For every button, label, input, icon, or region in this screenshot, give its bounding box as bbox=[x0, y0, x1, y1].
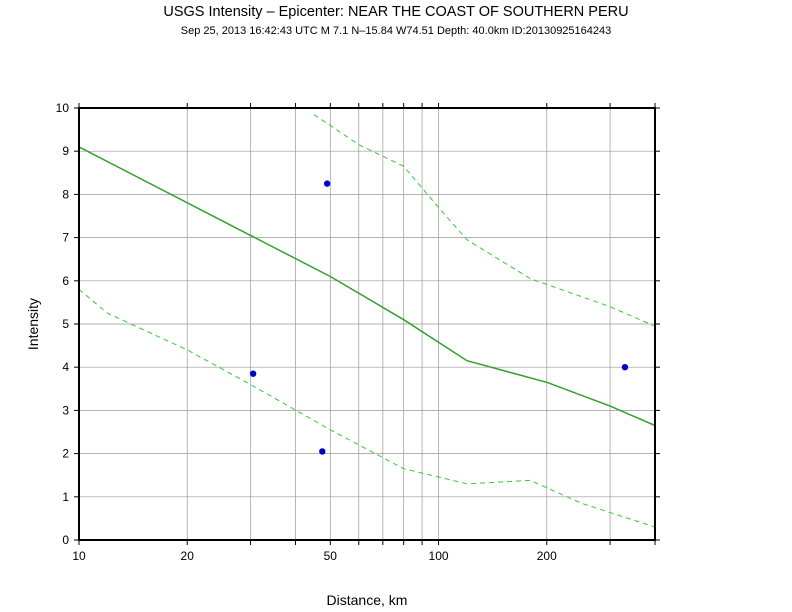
tick-label-x: 10 bbox=[72, 549, 86, 563]
bound-line bbox=[78, 289, 656, 528]
data-point bbox=[323, 180, 331, 187]
tick-label-x: 100 bbox=[429, 549, 449, 563]
data-point bbox=[319, 448, 326, 455]
x-axis-label: Distance, km bbox=[327, 592, 408, 608]
tick-label-y: 8 bbox=[62, 187, 69, 201]
series-lines bbox=[78, 114, 656, 528]
data-point bbox=[249, 370, 257, 377]
axis-ticks: 0 1 2 3 4 5 6 7 8 9 10 10 20 50 100 200 bbox=[56, 101, 660, 563]
tick-label-y: 10 bbox=[56, 101, 70, 115]
median-line bbox=[78, 146, 656, 427]
tick-label-x: 50 bbox=[324, 549, 338, 563]
chart-title: USGS Intensity – Epicenter: NEAR THE COA… bbox=[163, 4, 629, 20]
data-points bbox=[249, 180, 629, 455]
tick-label-y: 1 bbox=[62, 490, 69, 504]
grid-lines bbox=[78, 107, 656, 541]
chart-subtitle: Sep 25, 2013 16:42:43 UTC M 7.1 N–15.84 … bbox=[180, 25, 612, 37]
y-axis-label: Intensity bbox=[25, 298, 41, 350]
tick-label-y: 6 bbox=[62, 274, 69, 288]
tick-label-y: 2 bbox=[62, 447, 69, 461]
tick-label-y: 3 bbox=[62, 403, 69, 417]
tick-label-y: 7 bbox=[62, 231, 69, 245]
tick-label-y: 0 bbox=[62, 533, 69, 547]
data-point bbox=[621, 364, 629, 371]
tick-label-y: 5 bbox=[62, 317, 69, 331]
bound-line bbox=[313, 114, 656, 327]
tick-label-y: 9 bbox=[62, 144, 69, 158]
tick-label-x: 20 bbox=[181, 549, 195, 563]
tick-label-y: 4 bbox=[62, 360, 69, 374]
tick-label-x: 200 bbox=[537, 549, 557, 563]
